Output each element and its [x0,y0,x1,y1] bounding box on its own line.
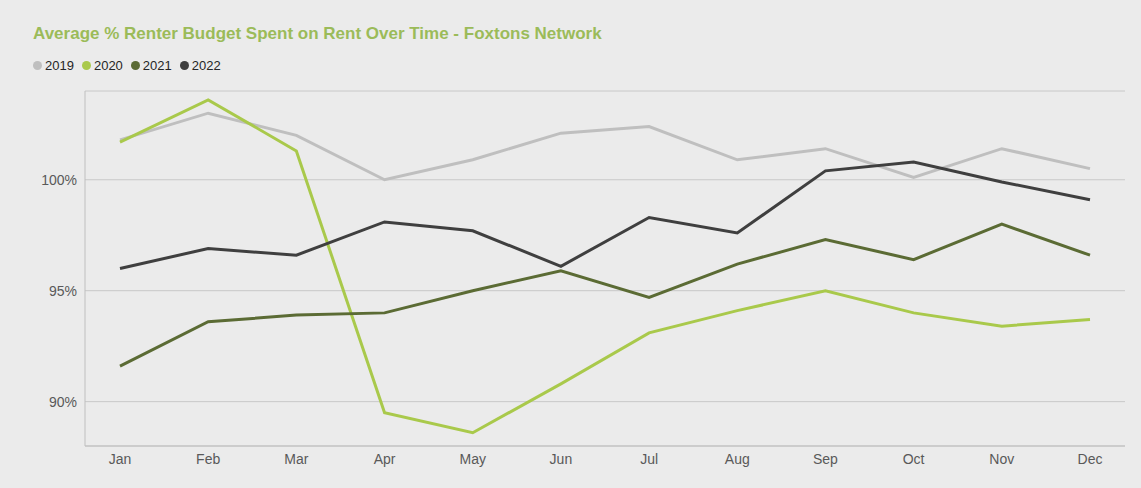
svg-text:Jul: Jul [640,451,658,467]
html-text:2021: 2021 [142,58,172,73]
svg-text:100%: 100% [41,172,77,188]
html-text:2020: 2020 [93,58,123,73]
svg-text:Apr: Apr [374,451,396,467]
svg-text:95%: 95% [49,283,77,299]
svg-text:Jun: Jun [550,451,573,467]
svg-text:Nov: Nov [989,451,1014,467]
svg-text:Mar: Mar [284,451,308,467]
svg-text:Jan: Jan [109,451,132,467]
svg-text:90%: 90% [49,394,77,410]
svg-text:Oct: Oct [903,451,925,467]
html-text:Average % Renter Budget Spent: Average % Renter Budget Spent on Rent Ov… [33,24,602,43]
html-text:2022: 2022 [191,58,221,73]
svg-text:Sep: Sep [813,451,838,467]
svg-text:Dec: Dec [1078,451,1103,467]
svg-text:Aug: Aug [725,451,750,467]
svg-text:May: May [460,451,486,467]
svg-text:Feb: Feb [196,451,220,467]
html-text:2019: 2019 [45,58,74,73]
